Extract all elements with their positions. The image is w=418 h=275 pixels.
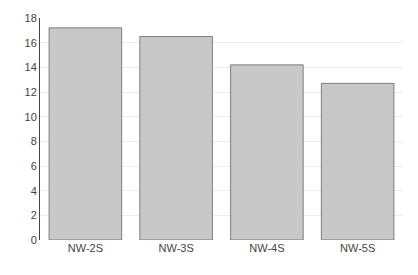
svg-text:NW-4S: NW-4S: [249, 242, 284, 254]
svg-text:12: 12: [25, 86, 37, 98]
svg-text:0: 0: [31, 234, 37, 246]
svg-text:6: 6: [31, 160, 37, 172]
svg-text:NW-5S: NW-5S: [340, 242, 375, 254]
svg-text:NW-3S: NW-3S: [159, 242, 194, 254]
svg-text:10: 10: [25, 111, 37, 123]
svg-text:2: 2: [31, 209, 37, 221]
svg-text:14: 14: [25, 61, 37, 73]
svg-text:8: 8: [31, 135, 37, 147]
svg-text:18: 18: [25, 12, 37, 24]
svg-text:4: 4: [31, 185, 37, 197]
svg-text:16: 16: [25, 37, 37, 49]
svg-text:NW-2S: NW-2S: [68, 242, 103, 254]
